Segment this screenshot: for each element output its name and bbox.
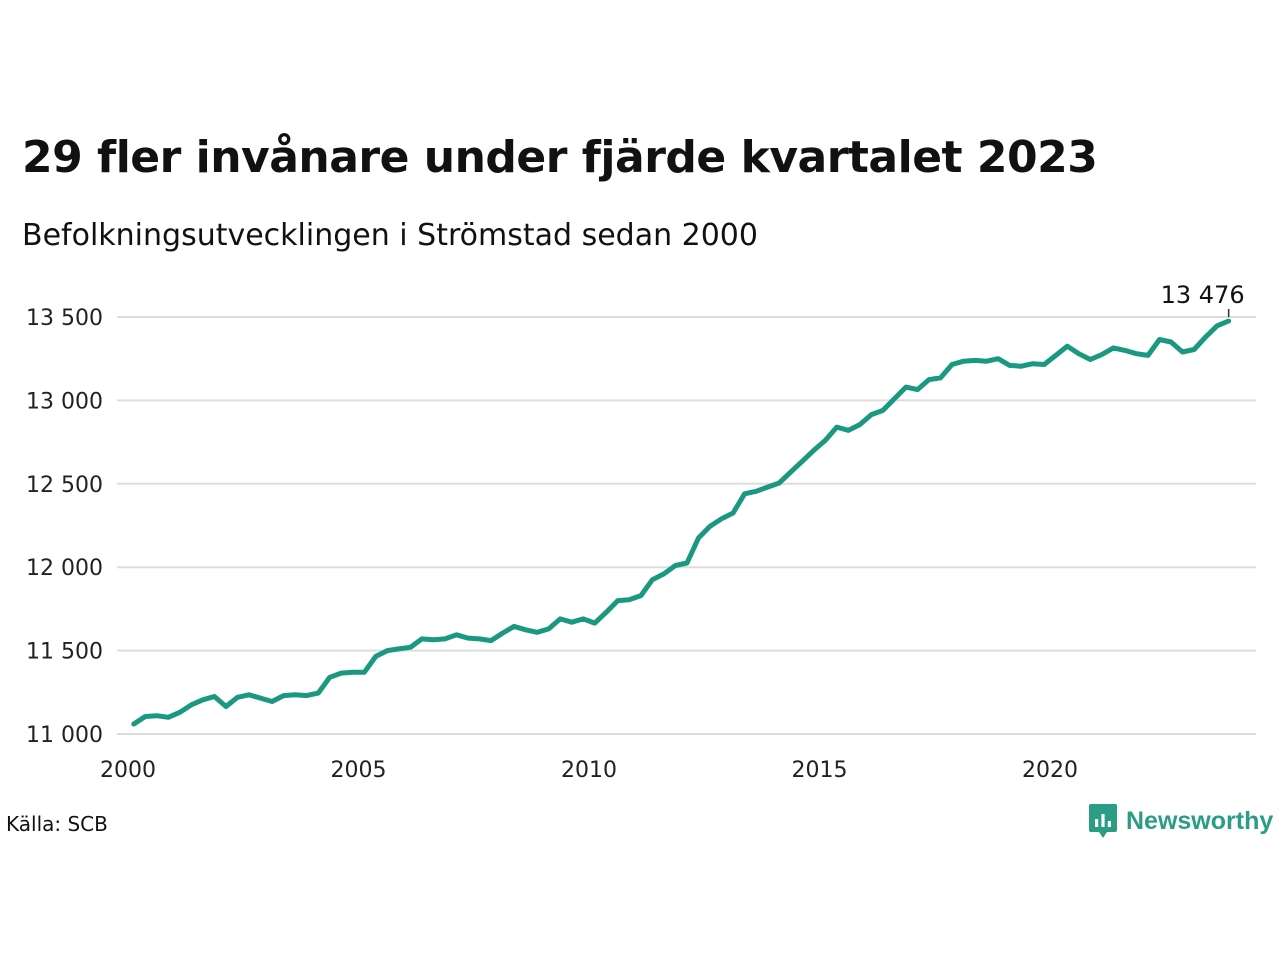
end-value-label: 13 476 (1161, 281, 1245, 309)
y-tick-label: 11 500 (26, 640, 103, 665)
brand-logo: Newsworthy (1088, 803, 1273, 839)
y-axis-tick-labels: 11 000 11 500 12 000 12 500 13 000 13 500 (26, 306, 103, 748)
newsworthy-chart-logo-icon (1089, 804, 1117, 838)
grid-lines (117, 316, 1256, 735)
x-tick-label: 2010 (561, 758, 617, 783)
chart-title: 29 fler invånare under fjärde kvartalet … (22, 132, 1098, 183)
x-tick-label: 2000 (100, 758, 156, 783)
y-tick-label: 11 000 (26, 723, 103, 748)
x-tick-label: 2005 (331, 758, 387, 783)
chart-subtitle: Befolkningsutvecklingen i Strömstad seda… (22, 218, 758, 253)
x-tick-label: 2015 (792, 758, 848, 783)
y-tick-label: 13 500 (26, 306, 103, 331)
population-series-line (131, 318, 1232, 727)
source-note: Källa: SCB (6, 812, 108, 836)
brand-name: Newsworthy (1126, 806, 1274, 835)
y-tick-label: 13 000 (26, 389, 103, 414)
x-tick-label: 2020 (1022, 758, 1078, 783)
y-tick-label: 12 500 (26, 473, 103, 498)
y-tick-label: 12 000 (26, 556, 103, 581)
x-axis-tick-labels: 2000 2005 2010 2015 2020 (100, 758, 1078, 783)
